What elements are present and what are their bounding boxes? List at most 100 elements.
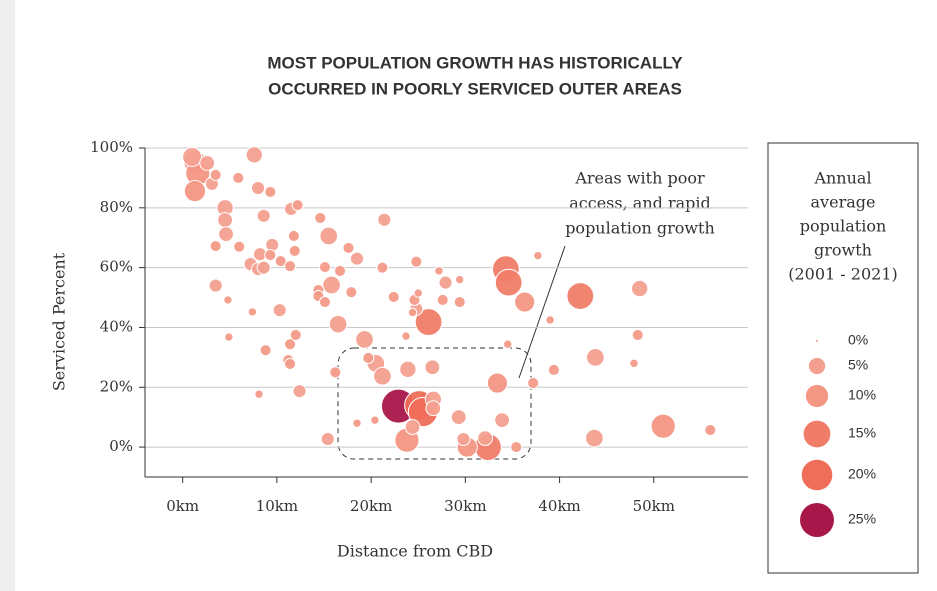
legend-label: 0%: [848, 332, 868, 348]
chart-title: OCCURRED IN POORLY SERVICED OUTER AREAS: [268, 79, 682, 98]
bubble: [370, 415, 380, 425]
bubble: [291, 199, 304, 212]
y-tick-label: 40%: [100, 317, 133, 335]
legend-bubble: [805, 384, 829, 408]
legend-title: Annual: [813, 169, 871, 188]
bubble: [256, 208, 271, 223]
bubble: [387, 290, 400, 303]
bubble: [434, 266, 444, 276]
bubble: [320, 431, 335, 447]
bubble: [631, 328, 644, 341]
bubble: [456, 431, 471, 447]
bubble: [329, 366, 342, 379]
bubble: [424, 359, 441, 376]
legend-label: 10%: [848, 387, 876, 403]
bubble: [373, 366, 392, 386]
bubble: [438, 275, 453, 290]
bubble: [566, 282, 595, 310]
bubble: [314, 211, 327, 225]
bubble: [254, 389, 264, 399]
legend-label: 5%: [848, 357, 868, 373]
bubble: [232, 171, 245, 184]
bubble: [322, 275, 341, 295]
bubble: [547, 363, 560, 376]
y-axis-label: Serviced Percent: [50, 252, 69, 391]
annotation: population growth: [565, 219, 715, 238]
legend-bubble: [816, 340, 818, 342]
bubble: [586, 348, 605, 367]
bubble: [454, 274, 465, 285]
bubble: [264, 249, 277, 262]
bubble: [288, 244, 301, 257]
annotation: access, and rapid: [569, 194, 710, 213]
bubble: [355, 330, 374, 349]
bubble: [545, 315, 555, 325]
bubble: [345, 286, 358, 299]
bubble: [284, 338, 297, 351]
x-axis-label: Distance from CBD: [337, 542, 493, 561]
bubble: [217, 212, 233, 228]
legend-title: average: [811, 193, 876, 212]
legend-box: [767, 142, 919, 574]
bubble: [650, 413, 676, 439]
bubble: [209, 168, 222, 181]
bubble: [450, 409, 467, 426]
bubble: [274, 255, 287, 268]
legend-title: growth: [814, 241, 872, 260]
bubble: [407, 307, 418, 318]
x-tick-label: 0km: [166, 497, 199, 515]
bubble: [510, 441, 523, 454]
bubble: [401, 331, 411, 341]
legend-label: 20%: [848, 466, 876, 482]
bubble: [209, 240, 222, 253]
bubble: [256, 260, 271, 275]
bubble: [494, 412, 510, 429]
bubble: [199, 155, 216, 171]
legend-bubble: [801, 459, 833, 491]
bubble: [289, 328, 302, 341]
bubble: [436, 293, 449, 306]
y-tick-label: 100%: [90, 138, 133, 156]
bubble: [287, 229, 300, 242]
x-tick-label: 30km: [444, 497, 486, 515]
bubble: [318, 296, 331, 309]
bubble: [477, 430, 494, 447]
bubble: [292, 384, 307, 399]
bubble: [377, 212, 392, 227]
bubble: [247, 307, 258, 317]
bubble: [404, 419, 421, 435]
legend-label: 25%: [848, 511, 876, 527]
bubble: [486, 372, 508, 394]
bubble: [376, 261, 389, 274]
x-tick-label: 20km: [350, 497, 392, 515]
x-tick-label: 50km: [633, 497, 675, 515]
panel: [15, 0, 937, 591]
bubble: [251, 181, 266, 196]
bubble: [182, 147, 203, 167]
bubble: [318, 261, 331, 274]
highlight-box: [337, 347, 532, 460]
bubble: [629, 358, 639, 369]
bubble: [413, 288, 423, 298]
bubble: [494, 268, 523, 297]
legend-bubble: [803, 420, 831, 448]
y-tick-label: 80%: [100, 198, 133, 216]
bubble: [284, 260, 297, 273]
bubble: [183, 179, 207, 203]
x-tick-label: 40km: [538, 497, 580, 515]
bubble: [533, 250, 543, 261]
bubble: [349, 251, 365, 266]
bubble: [272, 303, 287, 318]
bubble: [224, 332, 234, 342]
legend-label: 15%: [848, 425, 876, 441]
chart-title: MOST POPULATION GROWTH HAS HISTORICALLY: [267, 53, 683, 72]
bubble: [334, 264, 347, 277]
bubble: [453, 296, 466, 309]
y-tick-label: 20%: [100, 377, 133, 395]
bubble: [503, 339, 513, 349]
legend-title: population: [800, 217, 887, 236]
bubble: [208, 278, 223, 293]
bubble: [233, 240, 246, 253]
